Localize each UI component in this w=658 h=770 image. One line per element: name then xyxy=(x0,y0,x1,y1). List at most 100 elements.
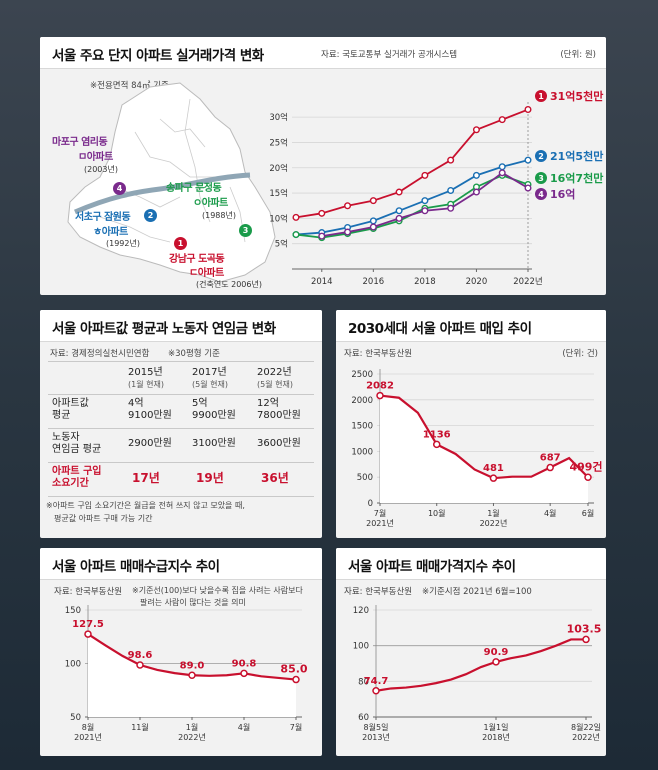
x-tick-label: 8월5일 xyxy=(364,722,389,732)
x-tick-label: 11월 xyxy=(131,722,149,732)
legend-label-1: 31억5천만 xyxy=(550,89,603,103)
series-line-2 xyxy=(295,159,529,236)
cell-wage-2017: 3100만원 xyxy=(192,438,236,449)
panel-price-vs-wage: 서울 아파트값 평균과 노동자 연임금 변화 자료: 경제정의실천시민연합 ※3… xyxy=(40,310,322,538)
map-label-songpa-name: 송파구 문정동 xyxy=(166,183,222,194)
data-point xyxy=(582,635,590,644)
y-tick-label: 500 xyxy=(357,473,373,483)
data-point xyxy=(369,217,377,225)
data-point xyxy=(524,184,532,192)
map-badge-3: 3 xyxy=(239,224,252,237)
area-note: ※전용면적 84㎡ 기준 xyxy=(90,81,169,91)
x-tick-label: 2016 xyxy=(363,277,385,287)
y-tick-label: 1000 xyxy=(351,447,373,457)
y-tick-label: 50 xyxy=(70,713,81,723)
map-label-songpa-year: (1988년) xyxy=(202,211,236,220)
x-tick-label: 2018 xyxy=(414,277,436,287)
map-label-gangnam-year: (건축연도 2006년) xyxy=(196,280,262,289)
y-tick-label: 20억 xyxy=(269,163,288,174)
data-point xyxy=(395,188,403,196)
data-point xyxy=(344,202,352,210)
x-tick-label: 10월 xyxy=(428,508,446,518)
data-point xyxy=(372,687,380,695)
map-label-mapo-name: 마포구 염리동 xyxy=(52,137,108,148)
legend-badge-3 xyxy=(535,172,547,184)
x-tick-sublabel: 2021년 xyxy=(74,732,102,742)
map-label-seocho-name: 서초구 잠원동 xyxy=(75,212,131,223)
x-tick-label: 8월 xyxy=(82,722,94,732)
cell-wage-2015: 2900만원 xyxy=(128,438,172,449)
y-tick-label: 1500 xyxy=(351,422,373,432)
data-point xyxy=(584,473,592,482)
x-tick-label: 2022년 xyxy=(513,276,542,287)
panel-header: 서울 아파트 매매수급지수 추이 xyxy=(40,548,322,580)
legend-badge-2 xyxy=(535,150,547,162)
area-fill xyxy=(380,395,588,503)
x-tick-label: 1월1일 xyxy=(484,722,509,732)
data-point xyxy=(318,209,326,217)
map-label-songpa-apt: ㅇ아파트 xyxy=(193,198,228,209)
cell-wage-2022: 3600만원 xyxy=(257,438,301,449)
data-point xyxy=(344,228,352,236)
panel-header: 2030세대 서울 아파트 매입 추이 xyxy=(336,310,606,342)
x-tick-sublabel: 2021년 xyxy=(366,518,394,528)
y-tick-label: 0 xyxy=(368,499,373,509)
map-badge-1: 1 xyxy=(174,237,187,250)
data-point xyxy=(447,156,455,164)
data-label: 1136 xyxy=(423,429,451,440)
panel-price-changes: 서울 주요 단지 아파트 실거래가격 변화 자료: 국토교통부 실거래가 공개시… xyxy=(40,37,606,295)
cell-years-2022: 36년 xyxy=(261,471,289,485)
cell-price-2017: 5억 9900만원 xyxy=(192,398,236,421)
y-tick-label: 100 xyxy=(353,642,369,652)
cell-years-2017: 19년 xyxy=(196,471,224,485)
y-tick-label: 25억 xyxy=(269,137,288,148)
col-head-2015: 2015년 (1월 현재) xyxy=(128,367,164,389)
table-source: 자료: 경제정의실천시민연합 xyxy=(50,349,150,359)
data-label: 499건 xyxy=(569,459,602,473)
data-label: 90.8 xyxy=(232,658,257,669)
map-badge-4: 4 xyxy=(113,182,126,195)
cell-years-2015: 17년 xyxy=(132,471,160,485)
map-label-seocho-apt: ㅎ아파트 xyxy=(93,227,128,238)
data-label: 74.7 xyxy=(364,676,389,687)
series-line xyxy=(375,638,586,692)
data-point xyxy=(376,391,384,400)
data-label: 481 xyxy=(483,463,504,474)
chart3-source: 자료: 한국부동산원 xyxy=(344,349,413,359)
chart5-source: 자료: 한국부동산원 xyxy=(344,587,413,597)
panel-header: 서울 아파트 매매가격지수 추이 xyxy=(336,548,606,580)
data-point xyxy=(240,669,248,678)
legend-badge-num: 2 xyxy=(538,152,544,161)
data-point xyxy=(447,204,455,212)
chart4-note-2: 팔려는 사람이 많다는 것을 의미 xyxy=(140,598,246,607)
col-head-2022: 2022년 (5월 현재) xyxy=(257,367,293,389)
data-point xyxy=(369,197,377,205)
panel-2030-purchases: 2030세대 서울 아파트 매입 추이 자료: 한국부동산원 (단위: 건) 0… xyxy=(336,310,606,538)
map-label-mapo-year: (2003년) xyxy=(84,165,118,174)
table-footnote-1: ※아파트 구입 소요기간은 월급을 전혀 쓰지 않고 모았을 때, xyxy=(46,501,245,510)
data-point xyxy=(472,126,480,134)
data-point xyxy=(395,207,403,215)
chart4-note-1: ※기준선(100)보다 낮을수록 집을 사려는 사람보다 xyxy=(132,586,303,595)
data-label: 687 xyxy=(540,453,561,464)
y-tick-label: 80 xyxy=(358,677,369,687)
panel-supply-demand-index: 서울 아파트 매매수급지수 추이 자료: 한국부동산원 ※기준선(100)보다 … xyxy=(40,548,322,756)
legend-badge-num: 3 xyxy=(538,174,544,183)
map-label-mapo-apt: ㅁ아파트 xyxy=(78,152,113,163)
legend-badge-1 xyxy=(535,90,547,102)
chart4-source: 자료: 한국부동산원 xyxy=(54,587,123,597)
map-badge-2: 2 xyxy=(144,209,157,222)
panel-price-index: 서울 아파트 매매가격지수 추이 자료: 한국부동산원 ※기준시점 2021년 … xyxy=(336,548,606,756)
table-footnote-2: 평균값 아파트 구매 가능 기간 xyxy=(54,514,153,523)
x-tick-sublabel: 2018년 xyxy=(482,732,510,742)
legend-badge-num: 1 xyxy=(538,92,544,101)
y-tick-label: 30억 xyxy=(269,112,288,123)
x-tick-sublabel: 2022년 xyxy=(480,518,508,528)
data-label: 2082 xyxy=(366,381,394,392)
data-point xyxy=(498,116,506,124)
x-tick-label: 7월 xyxy=(290,722,302,732)
data-point xyxy=(292,675,300,684)
x-tick-label: 4월 xyxy=(544,508,556,518)
